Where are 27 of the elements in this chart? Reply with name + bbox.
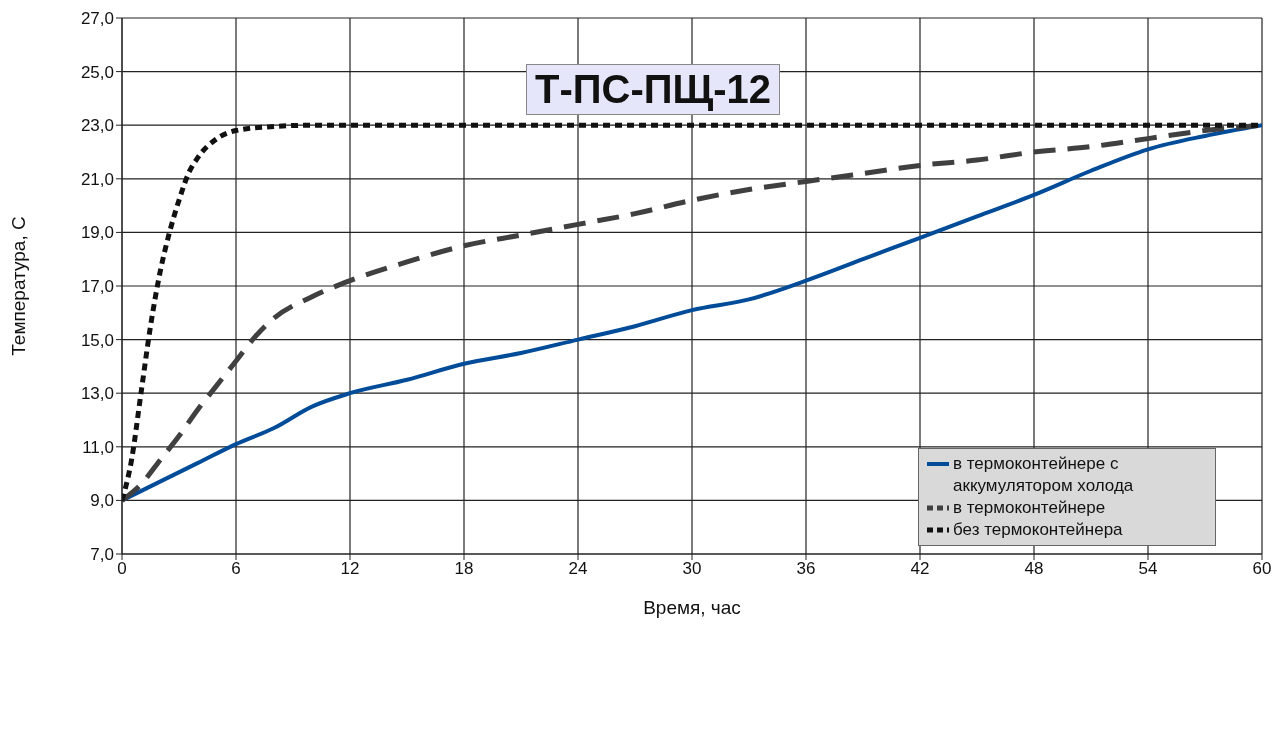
y-tick-label: 23,0 [80,116,114,136]
x-tick-label: 18 [454,559,474,579]
y-tick-label: 7,0 [90,545,114,565]
y-tick-label: 19,0 [80,223,114,243]
x-tick-label: 36 [796,559,816,579]
y-tick-label: 13,0 [80,384,114,404]
x-tick-label: 42 [910,559,930,579]
x-tick-label: 24 [568,559,588,579]
x-tick-label: 0 [117,559,127,579]
y-tick-label: 11,0 [82,437,114,457]
x-axis-title: Время, час [643,597,741,618]
y-tick-label: 15,0 [80,330,114,350]
x-tick-label: 54 [1138,559,1158,579]
x-tick-label: 6 [231,559,241,579]
y-tick-label: 21,0 [80,169,114,189]
y-tick-label: 27,0 [80,9,114,29]
y-tick-label: 17,0 [80,277,114,297]
legend-label: в термоконтейнере [953,497,1106,519]
y-tick-label: 25,0 [80,62,114,82]
x-tick-label: 30 [682,559,702,579]
x-tick-label: 48 [1024,559,1044,579]
y-tick-label: 9,0 [90,491,114,511]
x-tick-label: 60 [1252,559,1272,579]
x-tick-label: 12 [340,559,360,579]
text: Т-ПС-ПЩ-12 [526,64,781,115]
y-axis-title: Температура, С [7,216,29,356]
legend-label: без термоконтейнера [953,519,1123,541]
